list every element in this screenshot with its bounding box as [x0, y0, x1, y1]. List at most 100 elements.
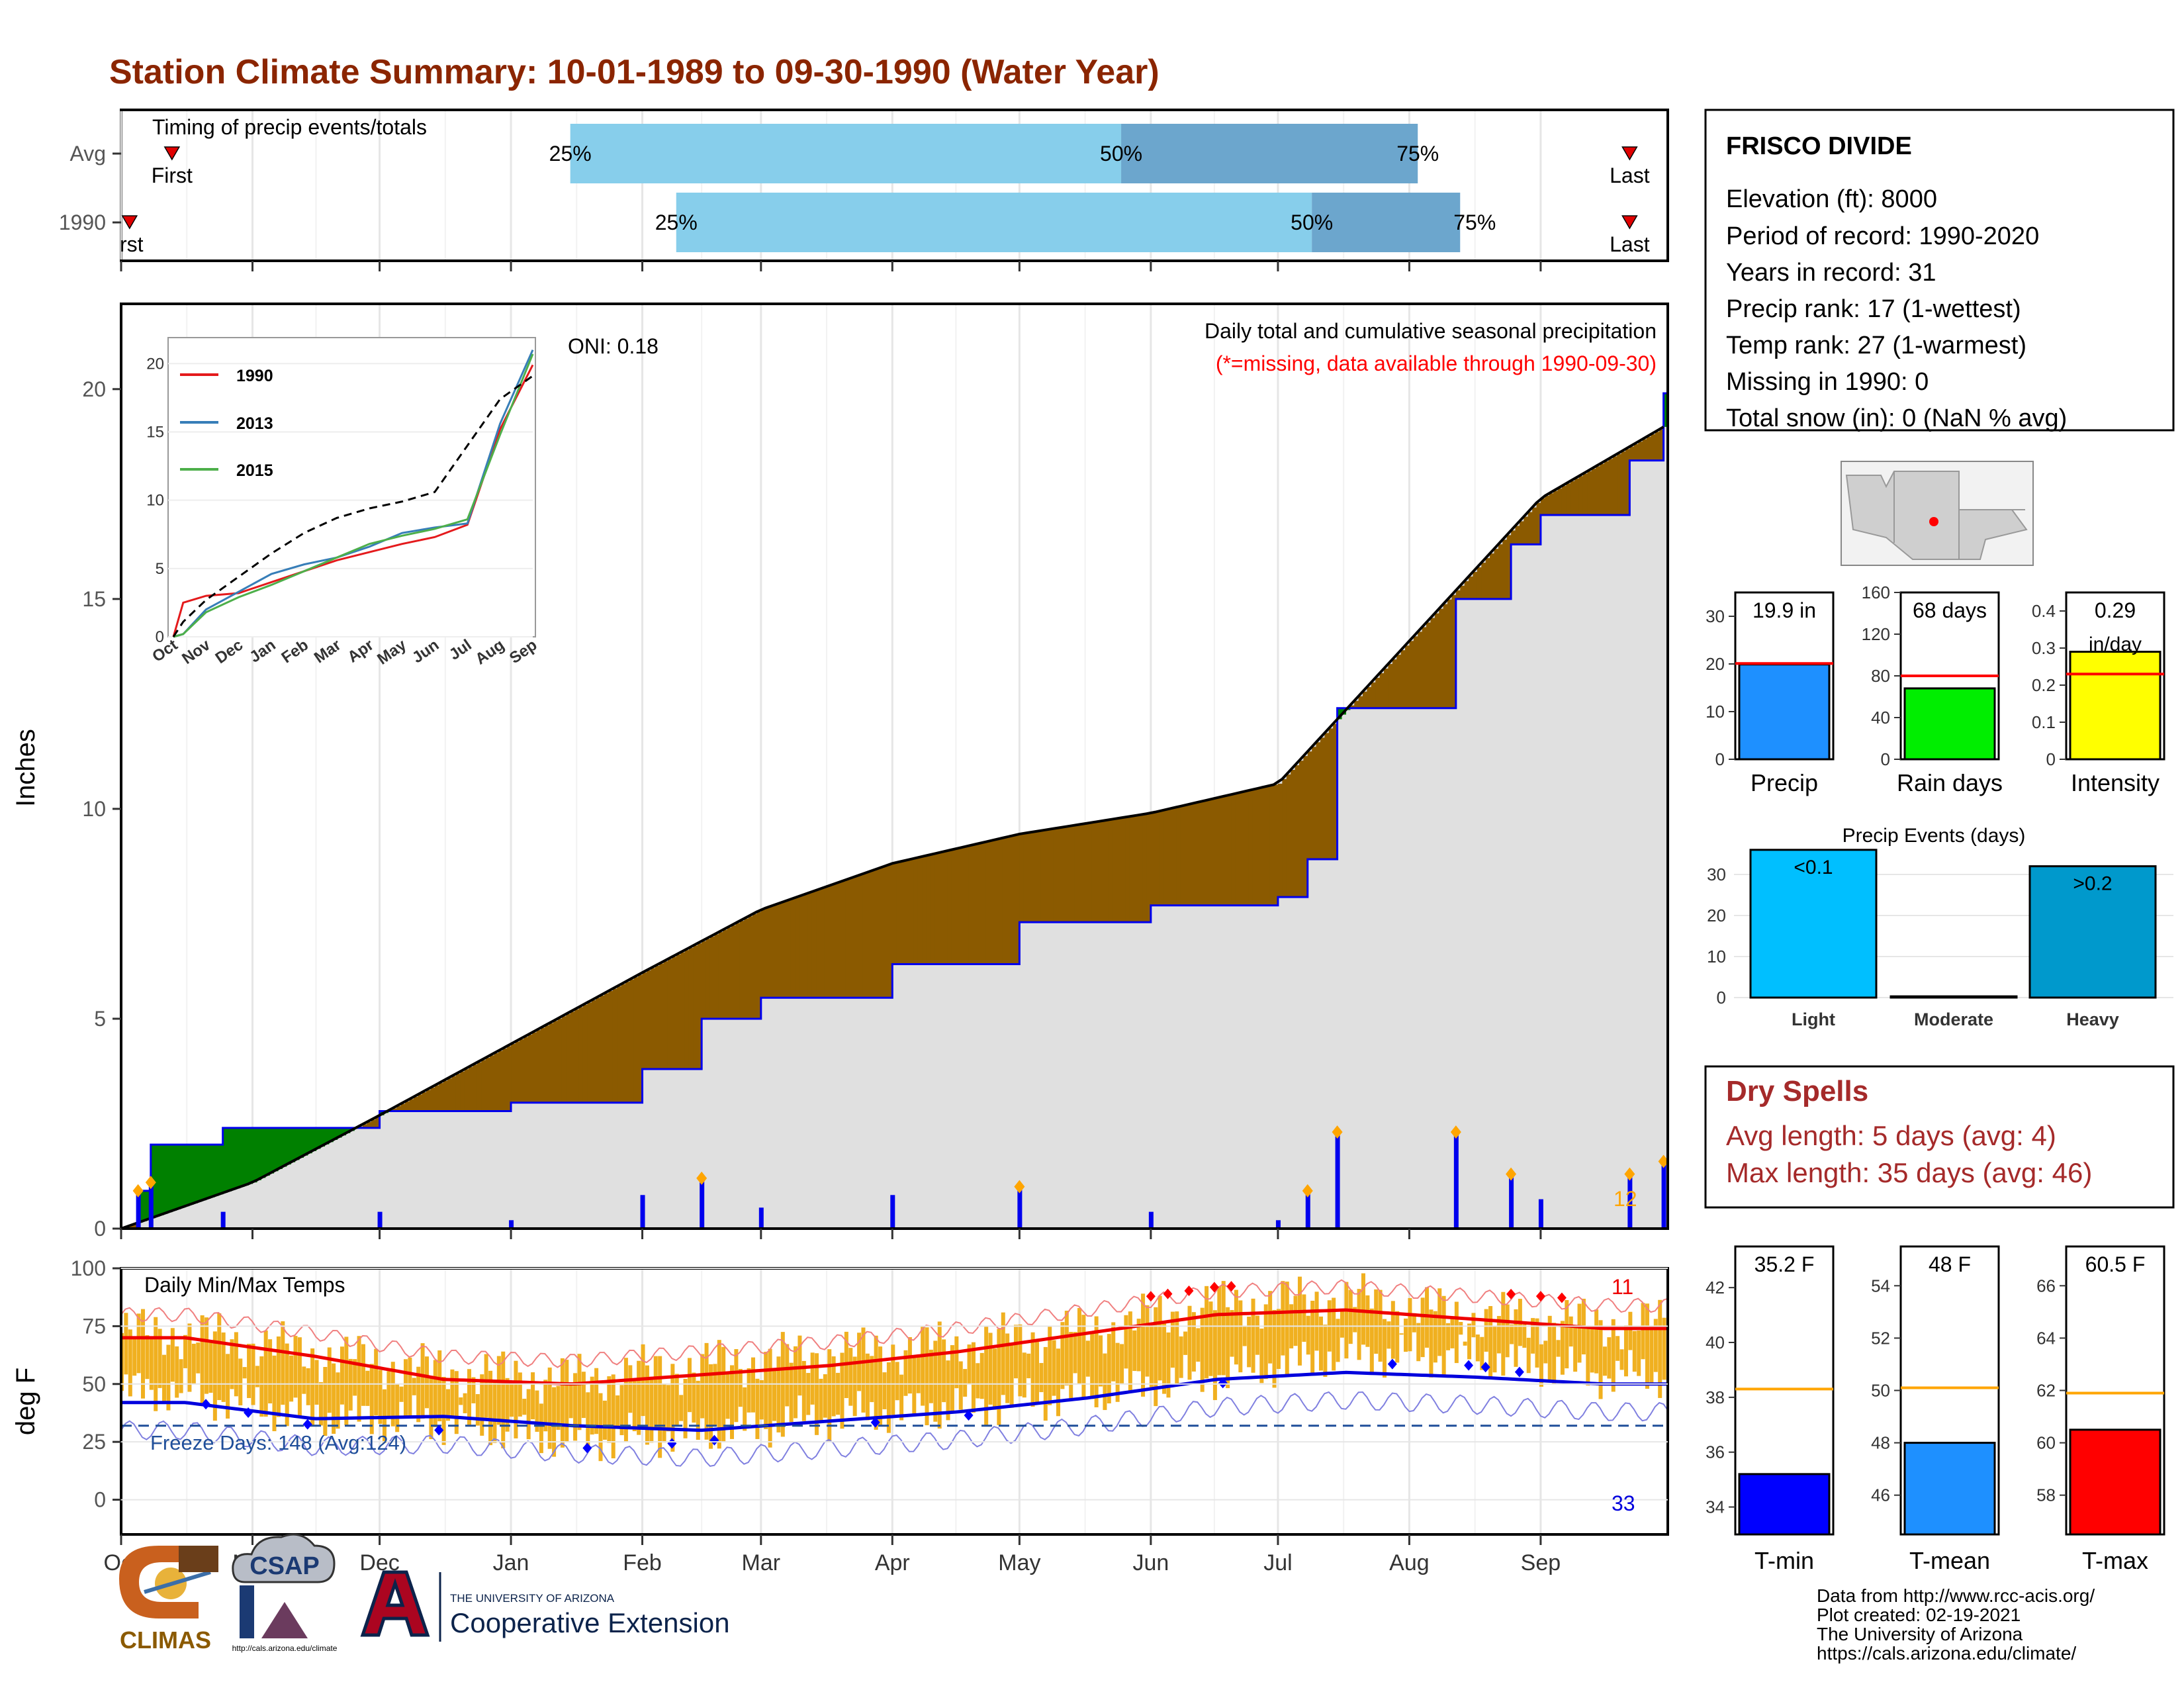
daily-temp-bar: [1048, 1325, 1052, 1405]
total-rain-days-tick-label: 0: [1881, 749, 1890, 769]
temp-t-min-category-label: T-min: [1754, 1547, 1814, 1574]
daily-temp-bar: [623, 1358, 628, 1442]
daily-temp-bar: [988, 1333, 993, 1405]
below-normal-area: [880, 868, 885, 998]
temp-y-axis: 0 25 50 75 100: [71, 1256, 1668, 1512]
total-rain-days-tick-label: 80: [1871, 666, 1890, 686]
above-normal-area: [206, 1145, 211, 1199]
below-normal-area: [778, 904, 783, 998]
station-snow: Total snow (in): 0 (NaN % avg): [1726, 404, 2067, 432]
daily-temp-bar: [374, 1348, 379, 1416]
below-normal-area: [1256, 788, 1261, 906]
hot-days-count: 11: [1612, 1275, 1633, 1299]
temp-t-max-chart: 58 60 62 64 66 60.5 F T-max: [2036, 1245, 2165, 1574]
daily-temp-bar: [810, 1352, 815, 1405]
below-normal-area: [1460, 585, 1465, 599]
below-normal-area: [1570, 481, 1575, 516]
daily-temp-bar: [1162, 1321, 1167, 1394]
below-normal-area: [1490, 553, 1495, 599]
daily-temp-bar: [831, 1356, 836, 1417]
below-normal-area: [1159, 811, 1164, 906]
total-rain-days-tick-label: 40: [1871, 708, 1890, 727]
below-normal-area: [1617, 453, 1622, 516]
record-high-marker: [1146, 1291, 1156, 1302]
above-normal-area: [320, 1127, 325, 1147]
total-intensity-value-label: 0.29: [2095, 598, 2136, 622]
above-normal-area: [214, 1145, 219, 1196]
daily-temp-bar: [289, 1355, 294, 1402]
timing-p50-label: 50%: [1291, 211, 1333, 234]
temp-t-min-value-bar: [1738, 1473, 1831, 1536]
daily-temp-bar: [1611, 1319, 1615, 1392]
below-normal-area: [1363, 691, 1368, 708]
below-normal-area: [1642, 439, 1647, 461]
below-normal-area: [1053, 828, 1058, 923]
daily-temp-bar: [907, 1337, 912, 1394]
below-normal-area: [404, 1101, 410, 1111]
daily-temp-bar: [1263, 1304, 1268, 1380]
below-normal-area: [1375, 677, 1381, 708]
below-normal-area: [604, 993, 609, 1103]
month-label-jul: Jul: [1263, 1550, 1292, 1575]
daily-temp-bar: [899, 1374, 904, 1421]
below-normal-area: [473, 1064, 478, 1111]
daily-temp-bar: [378, 1370, 383, 1424]
below-normal-area: [693, 945, 698, 1070]
above-normal-area: [155, 1145, 160, 1217]
timing-heading: Timing of precip events/totals: [152, 115, 427, 139]
daily-temp-bar: [390, 1362, 395, 1427]
below-normal-area: [1002, 837, 1007, 964]
daily-temp-bar: [488, 1370, 493, 1446]
record-high-marker: [1209, 1282, 1219, 1293]
below-normal-area: [638, 974, 643, 1103]
daily-temp-bar: [259, 1356, 264, 1417]
below-normal-area: [443, 1080, 448, 1111]
below-normal-area: [1167, 809, 1173, 906]
heavy-day-marker: [1014, 1180, 1025, 1194]
below-normal-area: [523, 1037, 529, 1103]
average-min-line: [121, 1370, 1668, 1432]
daily-temp-bar: [141, 1309, 146, 1399]
heavy-day-marker: [1624, 1167, 1635, 1181]
below-normal-area: [790, 899, 796, 998]
daily-temp-bar: [1632, 1331, 1637, 1372]
temp-t-mean-category-label: T-mean: [1909, 1547, 1990, 1574]
precip-events-chart: Precip Events (days) 0 10 20 30 <0.1 Light Mod…: [1707, 825, 2173, 1029]
credit-line-1: Data from http://www.rcc-acis.org/: [1817, 1585, 2095, 1606]
daily-temp-bar: [602, 1400, 607, 1440]
daily-temp-bar: [1594, 1309, 1599, 1374]
first-event-marker: [163, 146, 181, 161]
daily-temp-bar: [293, 1336, 298, 1398]
below-normal-area: [1328, 728, 1334, 859]
daily-temp-bar: [1569, 1316, 1573, 1347]
events-tick-label: 10: [1707, 947, 1726, 966]
above-normal-area: [167, 1145, 173, 1213]
below-normal-area: [913, 858, 919, 964]
below-normal-area: [1015, 835, 1020, 964]
total-rain-days-category-label: Rain days: [1897, 769, 2003, 796]
daily-temp-bar: [581, 1372, 586, 1419]
above-normal-area: [201, 1145, 206, 1201]
total-intensity-tick-label: 0.1: [2032, 712, 2056, 732]
daily-temp-bar: [1009, 1345, 1014, 1408]
below-normal-area: [426, 1090, 431, 1111]
below-normal-area: [1358, 696, 1363, 708]
daily-temp-bar: [314, 1360, 319, 1405]
daily-precip-bar: [136, 1190, 141, 1229]
temp-t-max-value-bar: [2069, 1429, 2161, 1536]
daily-temp-bar: [1416, 1323, 1421, 1362]
daily-temp-bar: [496, 1356, 501, 1425]
last-event-marker: [1621, 146, 1638, 161]
below-normal-area: [854, 876, 859, 998]
below-normal-area: [1218, 797, 1224, 906]
below-normal-area: [129, 1225, 134, 1229]
below-normal-area: [1040, 830, 1046, 923]
daily-precip-bar: [377, 1211, 383, 1229]
below-normal-area: [1392, 659, 1397, 708]
daily-temp-bar: [870, 1356, 874, 1403]
daily-temp-bar: [848, 1348, 853, 1406]
below-normal-area: [1062, 827, 1067, 923]
daily-precip-bar: [1335, 1132, 1340, 1229]
daily-temp-bar: [729, 1365, 734, 1439]
above-normal-area: [210, 1145, 215, 1197]
